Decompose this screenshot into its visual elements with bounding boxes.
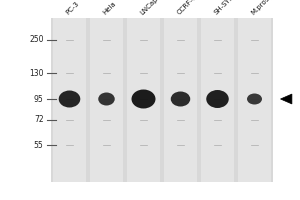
- Text: 130: 130: [29, 68, 44, 77]
- Text: PC-3: PC-3: [65, 1, 81, 16]
- Ellipse shape: [171, 92, 190, 106]
- Ellipse shape: [247, 94, 262, 104]
- Text: 250: 250: [29, 36, 44, 45]
- Text: 55: 55: [34, 140, 44, 149]
- Bar: [90, 18, 123, 182]
- Ellipse shape: [131, 90, 155, 108]
- Text: CCRF-CEM: CCRF-CEM: [176, 0, 206, 16]
- Text: 95: 95: [34, 95, 44, 104]
- Text: M.prostate: M.prostate: [250, 0, 281, 16]
- Bar: [238, 18, 271, 182]
- Ellipse shape: [98, 92, 115, 106]
- Text: 72: 72: [34, 116, 43, 124]
- Bar: [51, 18, 273, 182]
- Bar: [201, 18, 234, 182]
- Text: SH-SY5Y: SH-SY5Y: [213, 0, 238, 16]
- Polygon shape: [280, 94, 292, 104]
- Text: Hela: Hela: [102, 1, 118, 16]
- Text: LNCap: LNCap: [139, 0, 159, 16]
- Ellipse shape: [206, 90, 229, 108]
- Ellipse shape: [59, 90, 80, 108]
- Bar: [127, 18, 160, 182]
- Bar: [164, 18, 197, 182]
- Bar: [53, 18, 86, 182]
